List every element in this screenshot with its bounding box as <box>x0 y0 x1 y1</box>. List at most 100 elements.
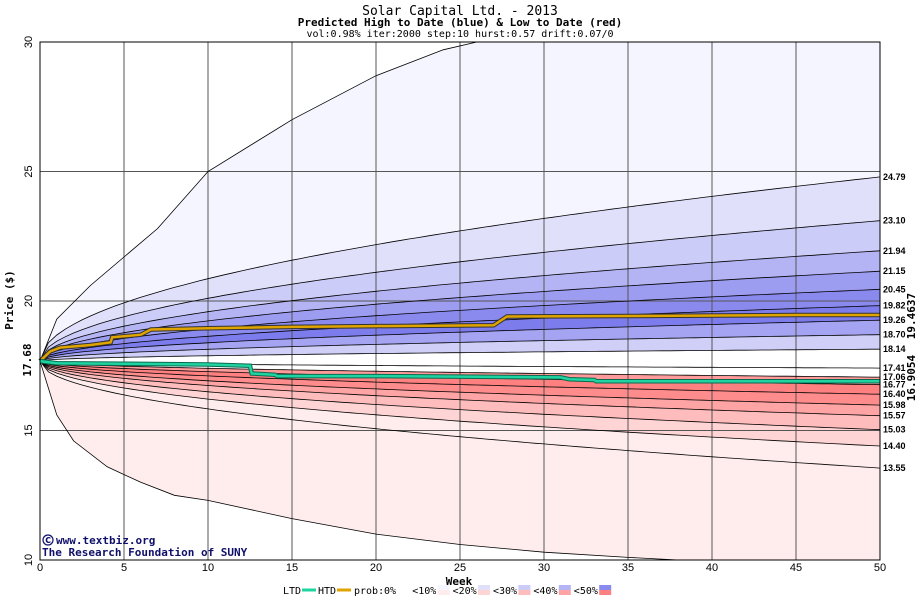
band-boundary-line <box>39 348 880 362</box>
plot-area: 0 5 10 15 20 25 30 35 40 45 50 10 15 20 25 30 24.79 23.10… <box>23 36 906 574</box>
legend-swatch-red <box>437 590 450 595</box>
band-boundary-line <box>39 360 881 406</box>
band-value-label: 18.14 <box>883 344 906 354</box>
legend-prob-item: <50% <box>574 586 598 597</box>
band-fill <box>40 361 880 406</box>
band-boundary-line <box>39 334 881 362</box>
x-axis-label: Week <box>446 575 473 588</box>
legend-prob-item: 0% <box>384 586 396 597</box>
band-value-label: 18.70 <box>883 330 906 340</box>
band-fill <box>40 361 880 416</box>
x-tick-label: 50 <box>874 562 886 574</box>
start-price-label: 17.68 <box>21 343 34 376</box>
legend-ltd-label: LTD <box>283 586 301 597</box>
x-tick-label: 15 <box>286 562 298 574</box>
copyright-icon <box>42 534 54 546</box>
band-value-label: 23.10 <box>883 216 906 226</box>
band-value-label: 21.94 <box>883 246 906 256</box>
chart-params: vol:0.98% iter:2000 step:10 hurst:0.57 d… <box>306 29 613 40</box>
band-fill <box>40 305 880 362</box>
chart-title: Solar Capital Ltd. - 2013 <box>362 4 558 19</box>
band-fill <box>40 289 880 362</box>
legend-swatch-red <box>518 590 531 595</box>
outer-lower-line <box>39 360 679 561</box>
band-value-label: 15.98 <box>883 400 906 410</box>
legend-swatch-blue <box>437 585 450 590</box>
band-value-label: 24.79 <box>883 172 906 182</box>
x-tick-label: 30 <box>538 562 550 574</box>
band-fill <box>40 250 880 362</box>
band-boundary-line <box>39 360 881 417</box>
x-tick-label: 0 <box>37 562 43 574</box>
band-value-label: 19.26 <box>883 315 906 325</box>
band-value-label: 17.06 <box>883 372 906 382</box>
band-boundary-line <box>39 360 881 395</box>
legend-swatch-red <box>599 590 612 595</box>
band-fill <box>40 361 880 469</box>
legend-prob-item: <30% <box>493 586 517 597</box>
band-fill <box>40 361 880 395</box>
band-fill <box>40 176 880 362</box>
htd-end-label: 19.4637 <box>905 293 918 339</box>
band-boundary-line <box>39 360 880 378</box>
band-fill <box>40 361 880 446</box>
band-fill <box>40 271 880 362</box>
credit-org: The Research Foundation of SUNY <box>42 546 248 559</box>
band-value-label: 19.82 <box>883 301 906 311</box>
x-tick-label: 5 <box>121 562 127 574</box>
htd-line <box>39 313 880 363</box>
band-fill <box>40 361 880 430</box>
band-boundary-line <box>39 305 881 362</box>
y-axis-label: Price ($) <box>3 270 16 330</box>
legend-swatch-red <box>397 590 410 595</box>
band-boundary-line <box>39 220 881 362</box>
legend-htd-label: HTD <box>318 586 336 597</box>
chart-subtitle: Predicted High to Date (blue) & Low to D… <box>298 16 623 29</box>
plot-frame <box>39 41 881 561</box>
legend: LTD HTD prob: 0% <10% <20% <30% <40% <50% <box>283 585 612 597</box>
legend-swatch-blue <box>397 585 410 590</box>
band-value-label: 13.55 <box>883 463 906 473</box>
legend-prob-item: <10% <box>412 586 436 597</box>
legend-swatch-blue <box>558 585 571 590</box>
x-tick-label: 45 <box>790 562 802 574</box>
ltd-line <box>39 359 880 383</box>
band-fill <box>40 220 880 362</box>
copyright-c: c <box>45 533 52 546</box>
y-tick-label: 10 <box>23 554 35 566</box>
legend-prob-label: prob: <box>354 586 384 597</box>
band-value-label: 14.40 <box>883 441 906 451</box>
legend-swatch-red <box>558 590 571 595</box>
credit-site: www.textbiz.org <box>56 534 155 547</box>
y-tick-label: 20 <box>23 295 35 307</box>
band-boundary-line <box>39 270 881 362</box>
legend-prob-item: <20% <box>453 586 477 597</box>
band-boundary-line <box>39 319 881 362</box>
legend-swatch-blue <box>518 585 531 590</box>
band-value-label: 21.15 <box>883 266 906 276</box>
x-tick-label: 20 <box>370 562 382 574</box>
y-tick-label: 15 <box>23 424 35 436</box>
band-boundary-line <box>39 360 881 447</box>
legend-swatch-blue <box>599 585 612 590</box>
ltd-end-label: 16.9054 <box>905 354 918 401</box>
band-value-label: 15.57 <box>883 411 906 421</box>
credit: c www.textbiz.org The Research Foundatio… <box>42 533 248 559</box>
band-boundary-line <box>39 288 881 362</box>
x-tick-label: 40 <box>706 562 718 574</box>
band-value-label: 17.41 <box>883 363 906 373</box>
band-boundary-line <box>39 250 881 362</box>
legend-swatch-blue <box>478 585 490 590</box>
x-tick-label: 10 <box>202 562 214 574</box>
x-tick-label: 35 <box>622 562 634 574</box>
band-value-label: 16.40 <box>883 389 906 399</box>
legend-prob-item: <40% <box>533 586 557 597</box>
legend-swatch-red <box>478 590 490 595</box>
outer-upper-line <box>39 41 477 362</box>
band-boundary-line <box>39 360 881 469</box>
band-value-label: 15.03 <box>883 425 906 435</box>
x-tick-label: 25 <box>454 562 466 574</box>
band-value-label: 16.77 <box>883 380 906 390</box>
band-value-label: 20.45 <box>883 284 906 294</box>
